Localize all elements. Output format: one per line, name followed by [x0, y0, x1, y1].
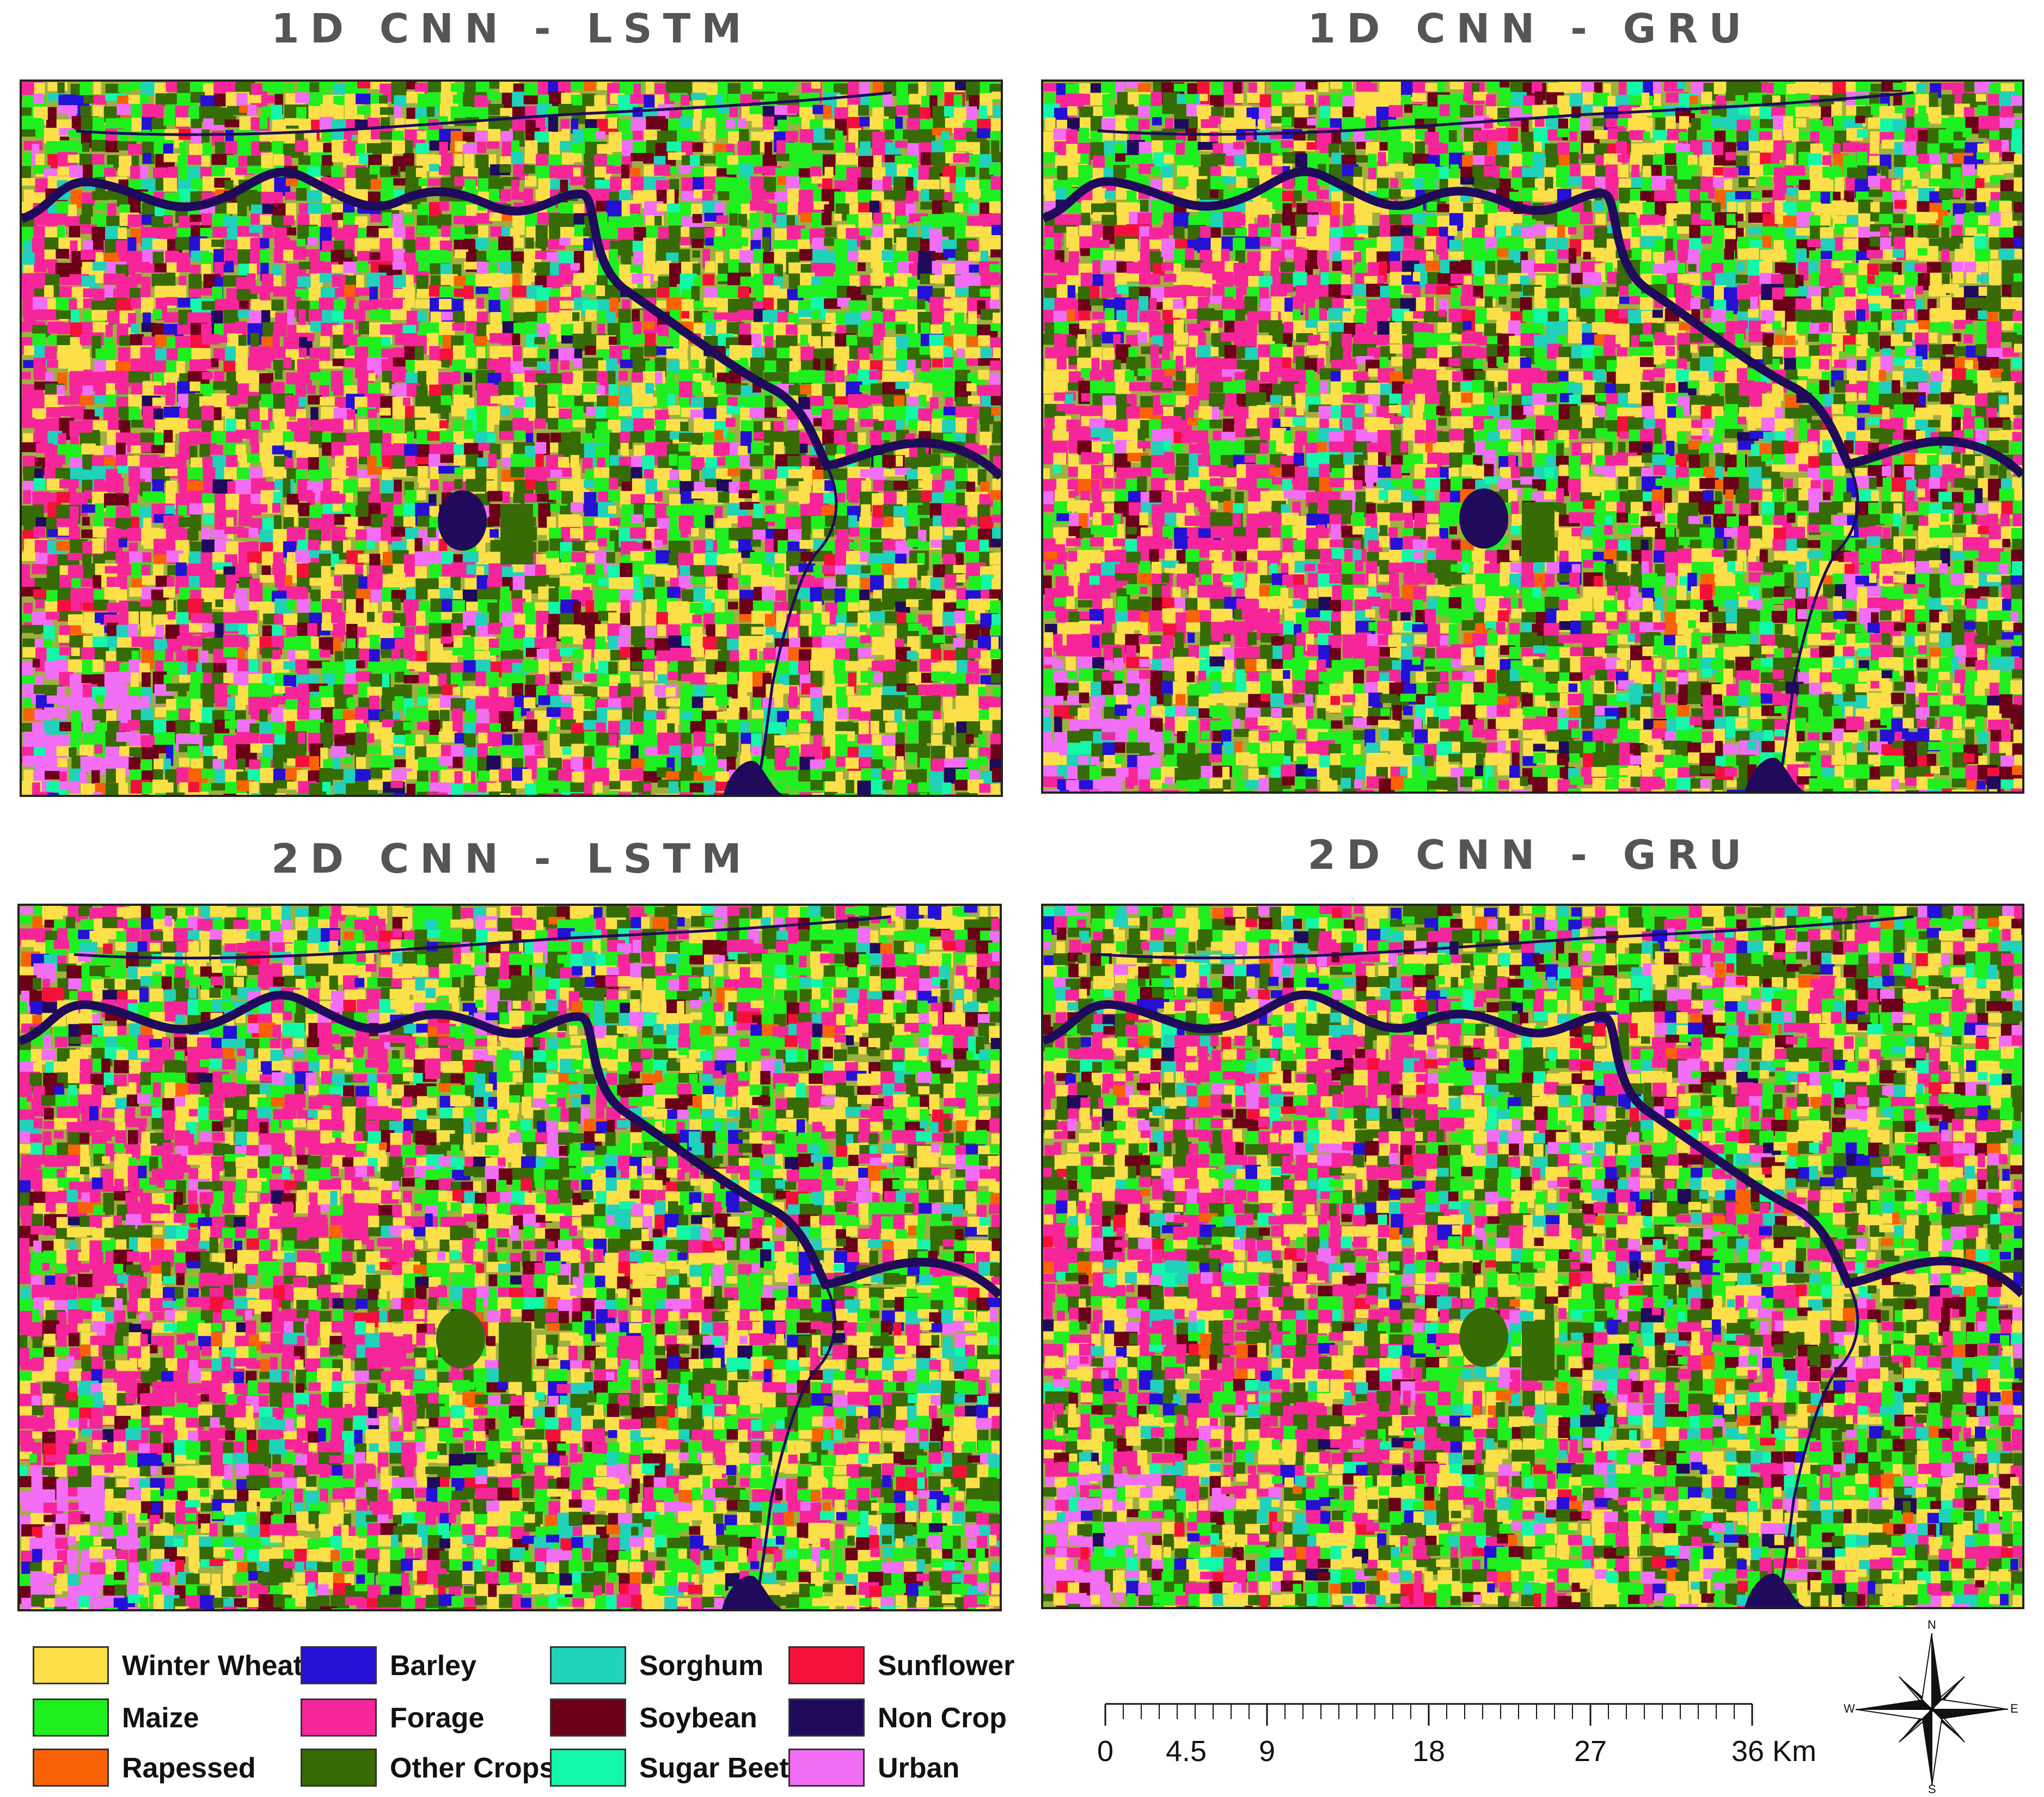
classification-map-1d-cnn-lstm [20, 79, 1003, 797]
legend-swatch [788, 1749, 865, 1787]
panel-title-1d-cnn-gru: 1D CNN - GRU [1040, 5, 2020, 52]
legend-label: Forage [390, 1702, 484, 1734]
map-mosaic [1043, 906, 2022, 1607]
legend-swatch [33, 1749, 109, 1787]
legend-label: Urban [878, 1752, 959, 1784]
classification-map-1d-cnn-gru [1041, 79, 2024, 794]
central-patch [1459, 1308, 1508, 1367]
panel-title-2d-cnn-lstm: 2D CNN - LSTM [22, 836, 1002, 882]
legend-swatch [550, 1698, 626, 1737]
legend-label: Soybean [639, 1702, 757, 1734]
scale-label: 4.5 [1166, 1734, 1207, 1768]
compass-label-e: E [2010, 1702, 2018, 1716]
legend-swatch [33, 1698, 109, 1737]
compass-label-n: N [1927, 1618, 1936, 1632]
legend-swatch [550, 1646, 626, 1684]
central-patch [436, 1309, 485, 1368]
legend-label: Sugar Beet [639, 1752, 789, 1784]
central-patch [1522, 502, 1555, 562]
scale-label: 0 [1097, 1734, 1113, 1768]
scale-label: 36 Km [1731, 1734, 1816, 1768]
legend-swatch [301, 1698, 377, 1737]
central-patch [1459, 488, 1508, 548]
crop-parcels [22, 82, 1001, 795]
panel-title-2d-cnn-gru: 2D CNN - GRU [1040, 832, 2020, 879]
legend-swatch [301, 1749, 377, 1787]
legend-swatch [788, 1646, 865, 1684]
legend-label: Sorghum [639, 1649, 763, 1682]
legend-swatch [301, 1646, 377, 1684]
scale-label: 18 [1412, 1734, 1445, 1768]
legend-label: Other Crops [390, 1752, 555, 1784]
central-patch [1522, 1321, 1555, 1381]
central-patch [500, 504, 533, 565]
crop-parcels [1043, 906, 2022, 1607]
compass-label-w: W [1844, 1702, 1855, 1716]
classification-map-2d-cnn-lstm [17, 904, 1002, 1611]
legend-swatch [788, 1698, 865, 1737]
central-patch [438, 490, 487, 551]
legend-label: Sunflower [878, 1649, 1014, 1682]
legend-swatch [550, 1749, 626, 1787]
crop-parcels [1043, 82, 2022, 792]
crop-parcels [20, 906, 1000, 1609]
north-arrow: N E S W [1839, 1622, 2024, 1794]
map-mosaic [20, 906, 1000, 1609]
legend-label: Barley [390, 1649, 476, 1682]
map-mosaic [22, 82, 1001, 795]
compass-rose-icon [1839, 1622, 2024, 1794]
map-mosaic [1043, 82, 2022, 792]
legend-swatch [33, 1646, 109, 1684]
legend-label: Winter Wheat [122, 1649, 303, 1682]
panel-title-1d-cnn-lstm: 1D CNN - LSTM [22, 5, 1002, 52]
classification-map-2d-cnn-gru [1041, 904, 2024, 1609]
legend-label: Maize [122, 1702, 199, 1734]
central-patch [499, 1322, 531, 1382]
compass-label-s: S [1928, 1782, 1936, 1796]
legend-label: Non Crop [878, 1702, 1007, 1734]
legend-label: Rapessed [122, 1752, 256, 1784]
scale-label: 27 [1574, 1734, 1607, 1768]
scale-label: 9 [1259, 1734, 1275, 1768]
scale-bar-ticks [1089, 1688, 1797, 1737]
